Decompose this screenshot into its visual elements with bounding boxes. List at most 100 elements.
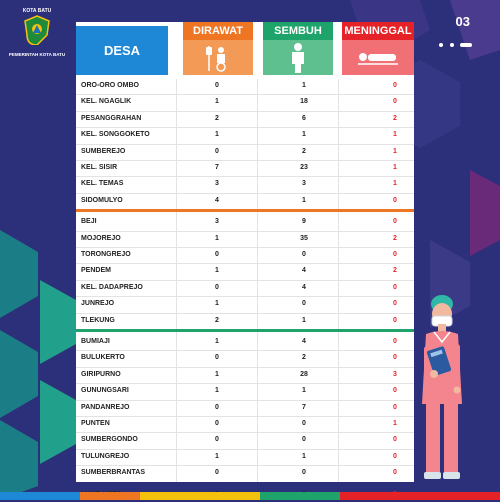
table-row: KEL. SONGGOKETO 1 1 1 [76, 128, 414, 142]
cell-desa: KEL. SISIR [81, 164, 118, 171]
group-divider [76, 209, 414, 213]
table-row: SUMBERBRANTAS 0 0 0 [76, 466, 414, 480]
cell-sembuh: 1 [302, 82, 306, 89]
table-row: KEL. NGAGLIK 1 18 0 [76, 95, 414, 109]
indicator-dot [449, 43, 454, 47]
cell-sembuh: 0 [302, 436, 306, 444]
cell-dirawat: 0 [215, 436, 219, 444]
column-separator [176, 79, 177, 484]
cell-desa: TULUNGREJO [81, 452, 130, 460]
page-indicator [437, 34, 472, 52]
cell-meninggal: 0 [393, 251, 397, 258]
cell-meninggal: 3 [393, 370, 397, 378]
city-shield-icon [24, 15, 50, 46]
cell-sembuh: 2 [302, 147, 306, 155]
cell-meninggal: 1 [393, 131, 397, 139]
cell-sembuh: 3 [302, 180, 306, 188]
cell-dirawat: 0 [215, 283, 219, 291]
table-row: GUNUNGSARI 1 1 0 [76, 384, 414, 398]
cell-dirawat: 3 [215, 218, 219, 226]
cell-desa: SUMBEREJO [81, 147, 126, 155]
cell-desa: PANDANREJO [81, 403, 130, 411]
table-row: BUMIAJI 1 4 0 [76, 335, 414, 349]
cell-sembuh: 2 [302, 354, 306, 362]
city-logo: KOTA BATU PEMERINTAH KOTA BATU [8, 8, 66, 58]
row-separator [76, 143, 414, 145]
cell-meninggal: 0 [393, 82, 397, 89]
cell-desa: KEL. SONGGOKETO [81, 131, 150, 139]
nurse-illustration [422, 295, 462, 479]
cell-dirawat: 2 [215, 316, 219, 324]
cell-meninggal: 0 [393, 98, 397, 106]
cell-sembuh: 1 [302, 452, 306, 460]
cell-dirawat: 4 [215, 196, 219, 204]
cell-desa: MOJOREJO [81, 234, 121, 242]
cell-sembuh: 0 [302, 420, 306, 427]
cell-meninggal: 0 [393, 196, 397, 204]
cell-meninggal: 0 [393, 469, 397, 477]
column-separator [338, 79, 339, 484]
cell-sembuh: 1 [302, 387, 306, 395]
cell-meninggal: 0 [393, 403, 397, 411]
row-separator [76, 263, 414, 265]
table-row: KEL. SISIR 7 23 1 [76, 161, 414, 175]
cell-meninggal: 2 [393, 267, 397, 275]
logo-top-text: KOTA BATU [22, 8, 52, 14]
cell-dirawat: 0 [215, 251, 219, 258]
group-divider [76, 481, 414, 485]
table-row: JUNREJO 1 0 0 [76, 297, 414, 311]
cell-meninggal: 1 [393, 164, 397, 171]
group-divider [76, 329, 414, 332]
table-row: KEL. TEMAS 3 3 1 [76, 177, 414, 191]
recovered-person-icon [263, 40, 333, 75]
data-table-card: DESA DIRAWAT SEMBUH MENINGGAL [76, 22, 414, 498]
cell-sembuh: 0 [302, 300, 306, 308]
cell-dirawat: 1 [215, 98, 219, 106]
column-header-dirawat: DIRAWAT [183, 22, 253, 75]
cell-desa: GUNUNGSARI [81, 387, 129, 395]
column-title-meninggal: MENINGGAL [342, 22, 414, 40]
row-separator [76, 247, 414, 248]
cell-meninggal: 0 [393, 452, 397, 460]
row-separator [76, 432, 414, 434]
row-separator [76, 383, 414, 385]
table-row: BEJI 3 9 0 [76, 215, 414, 229]
column-header-desa: DESA [76, 26, 168, 75]
cell-desa: GIRIPURNO [81, 370, 121, 378]
cell-sembuh: 23 [300, 164, 308, 171]
patient-iv-icon [183, 40, 253, 75]
row-separator [76, 296, 414, 298]
column-header-sembuh: SEMBUH [263, 22, 333, 75]
cell-desa: SUMBERBRANTAS [81, 469, 146, 477]
row-separator [76, 416, 414, 417]
column-title-dirawat: DIRAWAT [183, 22, 253, 40]
row-separator [76, 160, 414, 161]
table-row: TULUNGREJO 1 1 0 [76, 450, 414, 464]
table-row: PENDEM 1 4 2 [76, 264, 414, 278]
table-row: GIRIPURNO 1 28 3 [76, 368, 414, 382]
cell-sembuh: 1 [302, 316, 306, 324]
table-row: PANDANREJO 0 7 0 [76, 401, 414, 415]
cell-desa: BEJI [81, 218, 97, 226]
table-row: TLEKUNG 2 1 0 [76, 314, 414, 328]
cell-desa: BUMIAJI [81, 338, 110, 345]
cell-desa: PESANGGRAHAN [81, 114, 142, 122]
cell-dirawat: 1 [215, 300, 219, 308]
cell-sembuh: 18 [300, 98, 308, 106]
cell-sembuh: 1 [302, 131, 306, 139]
cell-meninggal: 0 [393, 387, 397, 395]
cell-desa: KEL. NGAGLIK [81, 98, 132, 106]
cell-dirawat: 1 [215, 452, 219, 460]
cell-sembuh: 4 [302, 267, 306, 275]
row-separator [76, 230, 414, 232]
row-separator [76, 350, 414, 352]
row-separator [76, 279, 414, 281]
table-row: SUMBEREJO 0 2 1 [76, 145, 414, 159]
table-row: TORONGREJO 0 0 0 [76, 248, 414, 262]
indicator-bar [460, 43, 472, 47]
column-separator [257, 79, 258, 484]
cell-dirawat: 1 [215, 387, 219, 395]
cell-meninggal: 1 [393, 420, 397, 427]
cell-meninggal: 0 [393, 338, 397, 345]
cell-sembuh: 9 [302, 218, 306, 226]
